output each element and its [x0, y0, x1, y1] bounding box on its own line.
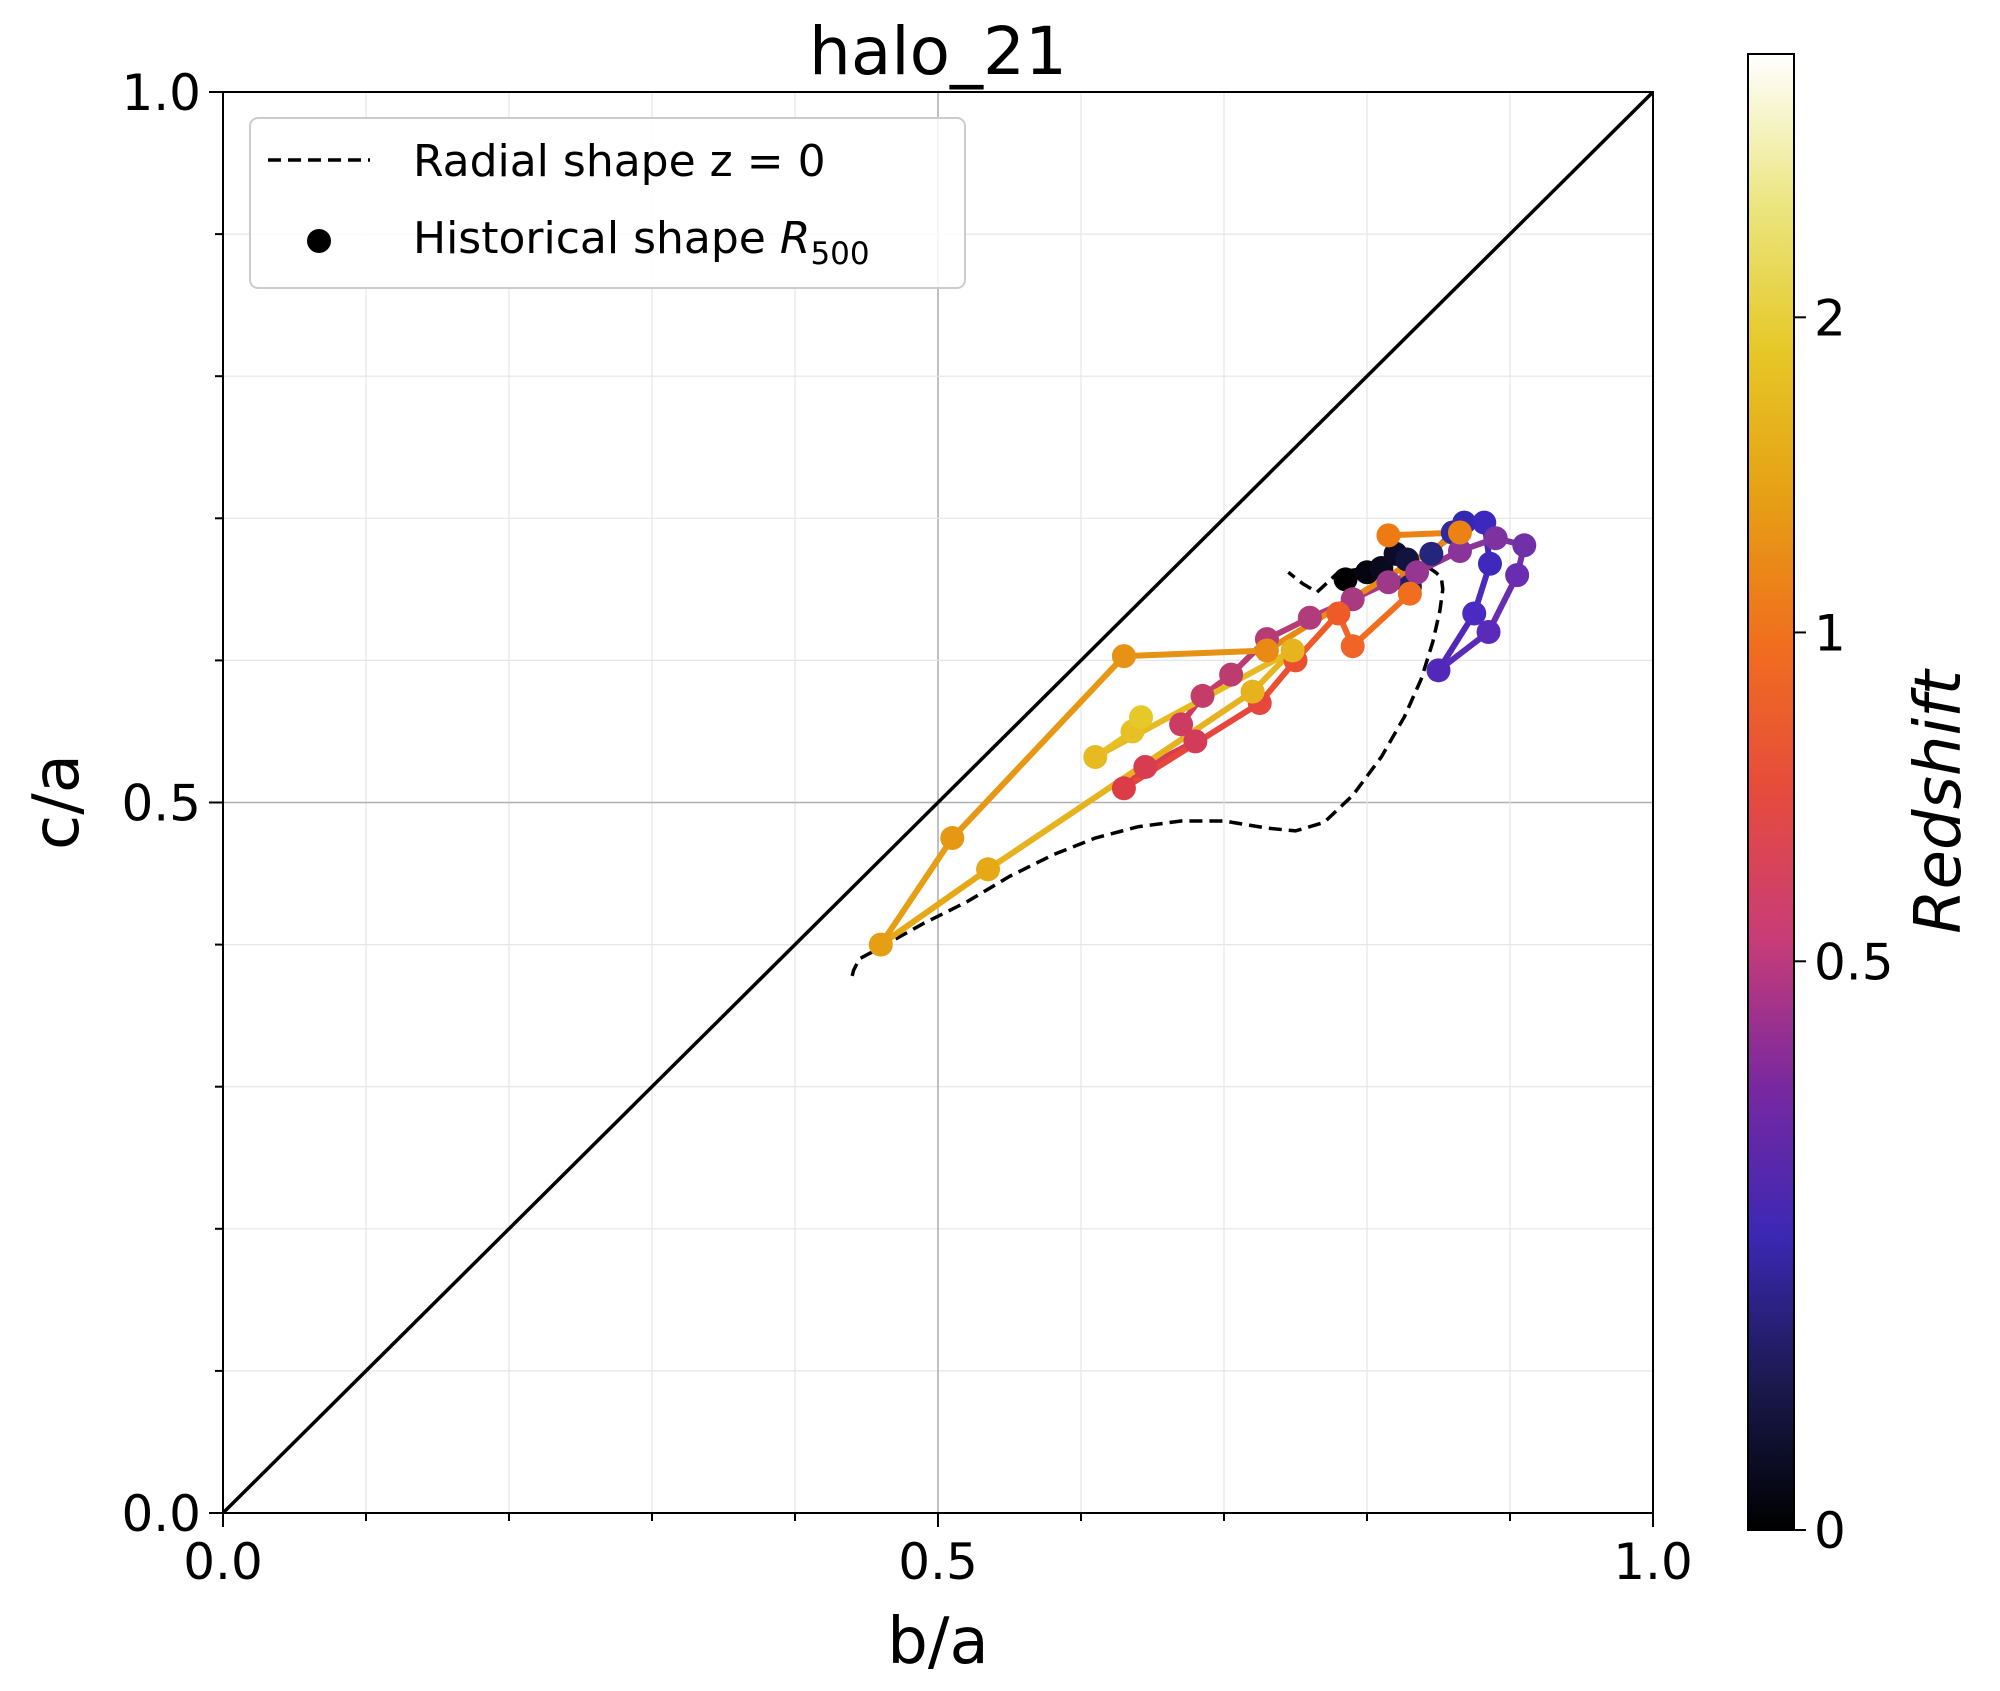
- x-axis-label: b/a: [887, 1605, 988, 1679]
- colorbar: 0 0.5 1 2 Redshift: [1747, 53, 1976, 1560]
- history-point: [1462, 601, 1487, 626]
- colorbar-tick-label: 1: [1814, 604, 1846, 662]
- history-point: [1240, 679, 1265, 704]
- plot-area: [223, 92, 1653, 1513]
- legend-historical-label-symbol: R: [780, 213, 811, 264]
- history-point: [1129, 705, 1154, 730]
- legend-marker-icon: [307, 229, 331, 253]
- history-point: [1505, 563, 1530, 588]
- history-segment: [877, 835, 956, 948]
- history-point: [1254, 638, 1279, 663]
- legend-box: [249, 117, 966, 289]
- history-point: [1111, 776, 1136, 801]
- history-point: [1419, 541, 1444, 566]
- history-point: [1280, 638, 1305, 663]
- history-point: [1190, 683, 1215, 708]
- history-point: [1326, 601, 1351, 626]
- x-tick-label: 0.5: [898, 1533, 978, 1591]
- colorbar-ticks: 0 0.5 1 2: [1794, 289, 1894, 1560]
- colorbar-gradient: [1747, 53, 1795, 1531]
- history-point: [1426, 658, 1451, 683]
- history-point: [1376, 523, 1401, 548]
- history-point: [1376, 570, 1401, 595]
- history-point: [1477, 551, 1502, 576]
- history-point: [1512, 533, 1537, 558]
- legend-historical-label: Historical shape R500: [413, 213, 870, 272]
- x-tick-label: 0.0: [183, 1533, 263, 1591]
- history-point: [1447, 538, 1472, 563]
- legend: Radial shape z = 0 Historical shape R500: [249, 117, 966, 289]
- history-segment: [1120, 647, 1270, 660]
- radial-shape-line: [850, 560, 1445, 977]
- chart-title: halo_21: [809, 13, 1067, 90]
- colorbar-tick-label: 0.5: [1814, 933, 1894, 991]
- legend-historical-label-text: Historical shape: [413, 213, 780, 264]
- history-point: [1169, 712, 1194, 737]
- y-tick-label: 0.0: [121, 1485, 201, 1543]
- legend-radial-label: Radial shape z = 0: [413, 136, 826, 187]
- history-point: [868, 932, 893, 957]
- y-axis: 0.0 0.5 1.0: [121, 64, 223, 1543]
- history-point: [1183, 729, 1208, 754]
- history-segment: [949, 653, 1127, 842]
- identity-line: [223, 92, 1653, 1513]
- legend-historical-label-subscript: 500: [810, 236, 869, 272]
- history-point: [1397, 581, 1422, 606]
- history-point: [1111, 644, 1136, 669]
- colorbar-tick-label: 2: [1814, 289, 1846, 347]
- history-point: [1133, 754, 1158, 779]
- y-tick-label: 0.5: [121, 775, 201, 833]
- history-point: [1083, 745, 1108, 770]
- history-point: [940, 826, 965, 851]
- y-axis-label: c/a: [20, 754, 94, 850]
- colorbar-label: Redshift: [1902, 667, 1976, 934]
- history-point: [1483, 526, 1508, 551]
- history-segment: [877, 866, 992, 948]
- history-point: [1447, 520, 1472, 545]
- history-point: [976, 857, 1001, 882]
- x-tick-label: 1.0: [1613, 1533, 1693, 1591]
- history-point: [1476, 619, 1501, 644]
- history-point: [1297, 605, 1322, 630]
- colorbar-tick-label: 0: [1814, 1502, 1846, 1560]
- historical-shape-points: [868, 510, 1537, 957]
- history-segment: [1349, 590, 1413, 650]
- x-axis: 0.0 0.5 1.0: [183, 1513, 1693, 1591]
- history-point: [1405, 560, 1430, 585]
- history-point: [1340, 634, 1365, 659]
- history-point: [1333, 567, 1358, 592]
- y-tick-label: 1.0: [121, 64, 201, 122]
- history-point: [1219, 662, 1244, 687]
